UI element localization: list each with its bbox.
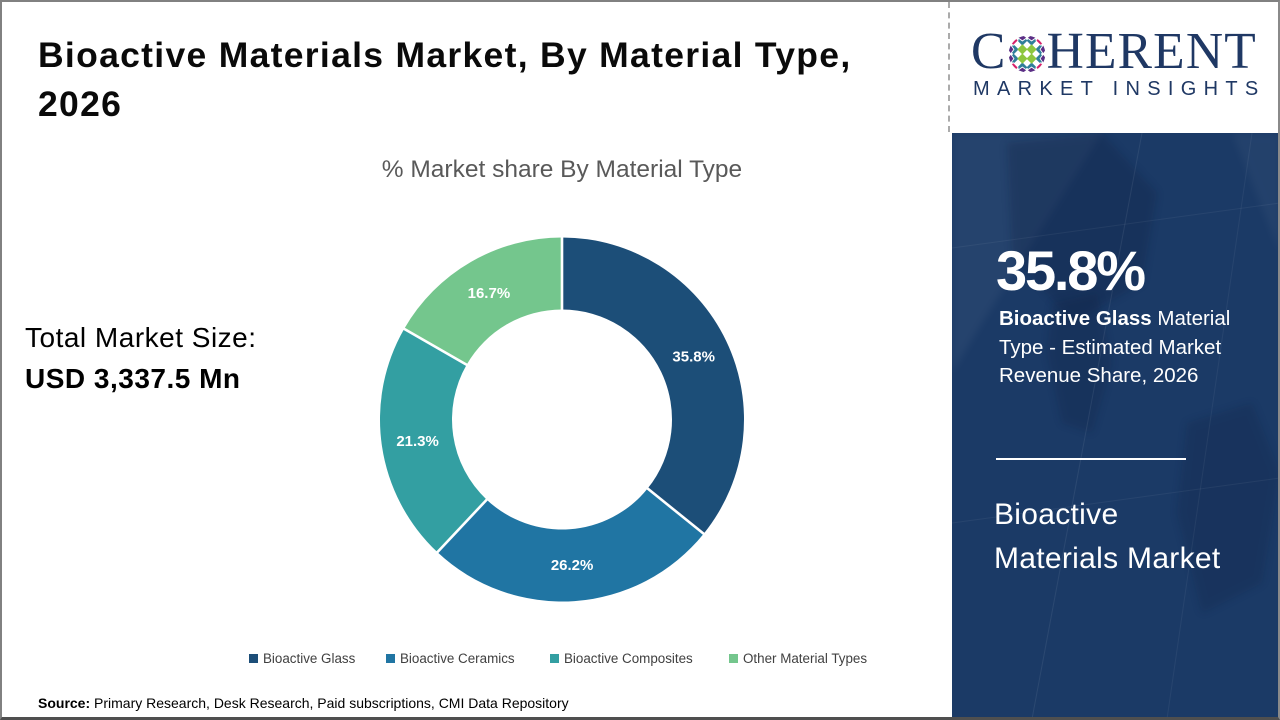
svg-text:26.2%: 26.2% [551, 557, 594, 574]
svg-text:35.8%: 35.8% [672, 349, 715, 366]
svg-text:21.3%: 21.3% [396, 433, 439, 450]
svg-text:16.7%: 16.7% [468, 285, 511, 302]
